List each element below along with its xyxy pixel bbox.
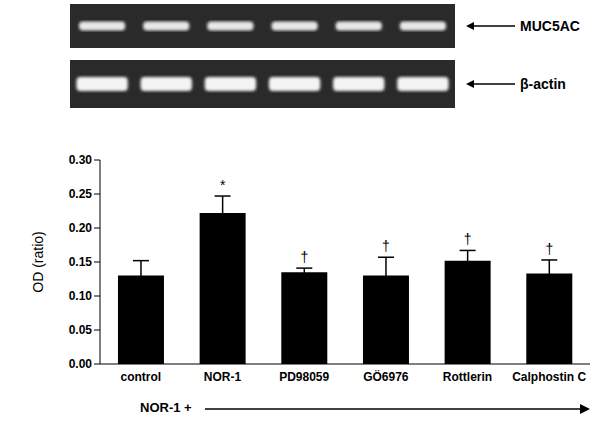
svg-text:Rottlerin: Rottlerin bbox=[443, 370, 492, 384]
svg-text:OD (ratio): OD (ratio) bbox=[30, 231, 46, 292]
svg-text:0.05: 0.05 bbox=[69, 323, 93, 337]
svg-text:MUC5AC: MUC5AC bbox=[520, 18, 580, 34]
svg-text:control: control bbox=[120, 370, 161, 384]
svg-text:0.30: 0.30 bbox=[69, 153, 93, 167]
html-text:NOR-1 +: NOR-1 + bbox=[140, 400, 192, 415]
svg-text:GÖ6976: GÖ6976 bbox=[363, 369, 409, 384]
svg-text:0.20: 0.20 bbox=[69, 221, 93, 235]
svg-text:†: † bbox=[464, 231, 472, 247]
svg-text:0.25: 0.25 bbox=[69, 187, 93, 201]
svg-text:0.15: 0.15 bbox=[69, 255, 93, 269]
svg-text:*: * bbox=[220, 177, 226, 193]
svg-text:†: † bbox=[382, 238, 390, 254]
svg-text:PD98059: PD98059 bbox=[279, 370, 329, 384]
svg-text:NOR-1: NOR-1 bbox=[204, 370, 242, 384]
svg-text:β-actin: β-actin bbox=[520, 76, 566, 92]
svg-text:0.10: 0.10 bbox=[69, 289, 93, 303]
svg-text:†: † bbox=[545, 241, 553, 257]
svg-text:0.00: 0.00 bbox=[69, 357, 93, 371]
svg-text:Calphostin C: Calphostin C bbox=[512, 370, 586, 384]
svg-text:†: † bbox=[300, 249, 308, 265]
